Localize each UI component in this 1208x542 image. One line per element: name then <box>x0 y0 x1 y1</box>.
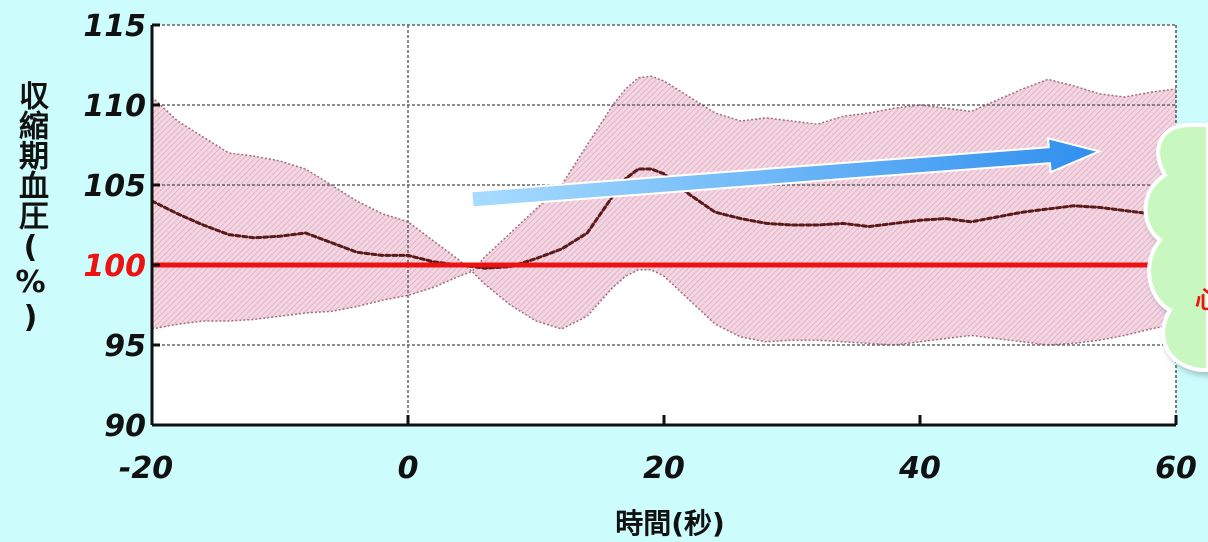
y-tick-label-110: 110 <box>83 89 146 124</box>
y-tick-label-100: 100 <box>83 249 146 284</box>
y-tick-label-95: 95 <box>104 329 146 364</box>
y-tick-label-115: 115 <box>83 9 146 44</box>
x-tick-label-60: 60 <box>1155 451 1197 486</box>
cloud-annotation-text: 心 <box>1195 286 1208 314</box>
y-tick-label-105: 105 <box>83 169 146 204</box>
y-tick-label-90: 90 <box>104 409 146 444</box>
band-upper-edge <box>151 75 1177 273</box>
x-tick-label-20: 20 <box>643 451 685 486</box>
x-tick-label-0: 0 <box>398 451 419 486</box>
thought-cloud <box>1143 123 1208 372</box>
mean-line <box>150 167 1178 270</box>
y-axis-label: 収縮期血圧(%) <box>13 80 48 335</box>
trend-arrow <box>470 136 1103 209</box>
band-lower-edge <box>151 269 1177 346</box>
x-axis-label: 時間(秒) <box>615 507 725 540</box>
x-tick-label--20: -20 <box>119 451 173 486</box>
x-tick-label-40: 40 <box>898 451 941 486</box>
